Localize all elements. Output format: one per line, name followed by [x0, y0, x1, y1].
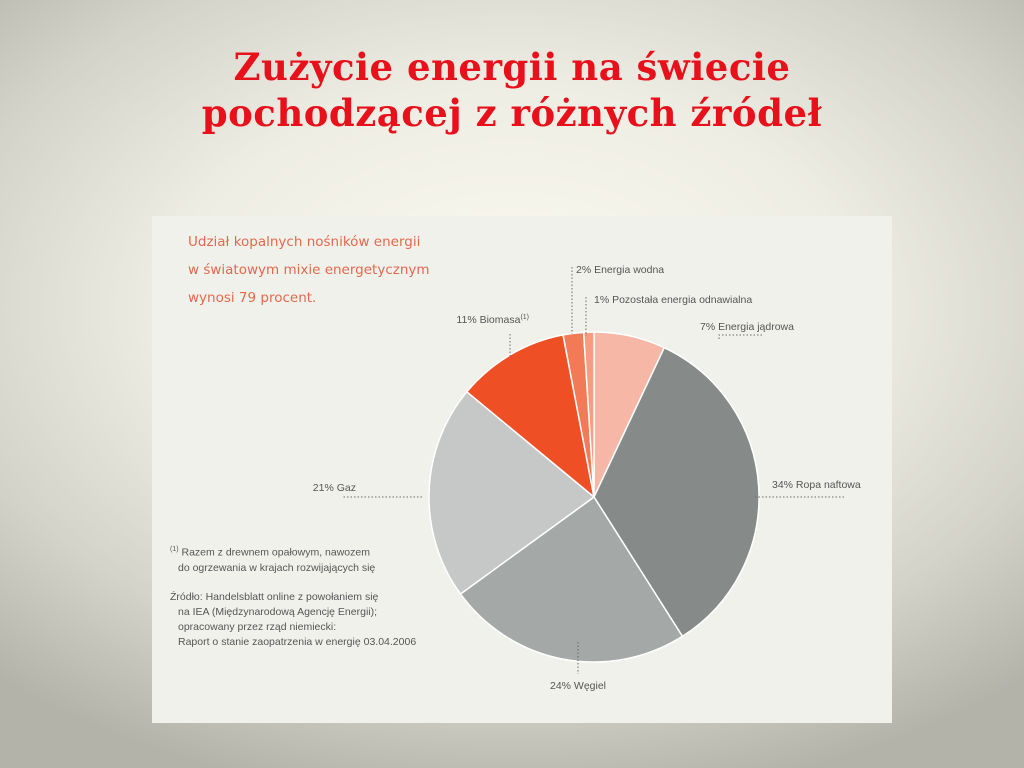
- footnotes: (1) Razem z drewnem opałowym, nawozem do…: [170, 542, 430, 650]
- slice-label-5: 11% Biomasa(1): [456, 314, 529, 326]
- slice-label-4: 21% Gaz: [313, 482, 356, 494]
- slice-label-7: 1% Pozostała energia odnawialna: [594, 294, 752, 306]
- slice-label-6: 2% Energia wodna: [576, 264, 664, 276]
- pie-slice-7: [582, 331, 595, 498]
- slice-label-3: 24% Węgiel: [550, 680, 606, 692]
- footnote-line-1: (1) Razem z drewnem opałowym, nawozem: [170, 546, 370, 559]
- slice-label-1: 7% Energia jądrowa: [700, 321, 794, 333]
- footnote-marker: (1): [170, 546, 179, 553]
- title-line-2: pochodzącej z różnych źródeł: [201, 91, 823, 135]
- intro-line-1: Udział kopalnych nośników energii: [188, 234, 421, 250]
- slice-label-2: 34% Ropa naftowa: [772, 479, 861, 491]
- source-line-3: opracowany przez rząd niemiecki:: [178, 620, 337, 633]
- title-line-1: Zużycie energii na świecie: [233, 45, 791, 89]
- pie-slice-4: [428, 390, 596, 596]
- source-line-2: na IEA (Międzynarodową Agencję Energii);: [178, 605, 378, 618]
- leader-line-1: [718, 334, 762, 340]
- source-line-1: Źródło: Handelsblatt online z powołaniem…: [170, 590, 379, 603]
- source-line-4: Raport o stanie zaopatrzenia w energię 0…: [178, 635, 417, 648]
- pie-chart: 7% Energia jądrowa 34% Ropa naftowa 24% Wę…: [313, 264, 861, 692]
- pie-slice-2: [593, 346, 760, 638]
- slide-title: Zużycie energii na świecie pochodzącej z…: [0, 44, 1024, 136]
- intro-line-2: w światowym mixie energetycznym: [188, 262, 430, 278]
- chart-panel: Udział kopalnych nośników energii w świa…: [152, 216, 892, 723]
- pie-slice-3: [459, 495, 684, 663]
- footnote-line-2: do ogrzewania w krajach rozwijających si…: [178, 561, 376, 574]
- intro-text: Udział kopalnych nośników energii w świa…: [188, 228, 488, 312]
- intro-line-3: wynosi 79 procent.: [188, 290, 317, 306]
